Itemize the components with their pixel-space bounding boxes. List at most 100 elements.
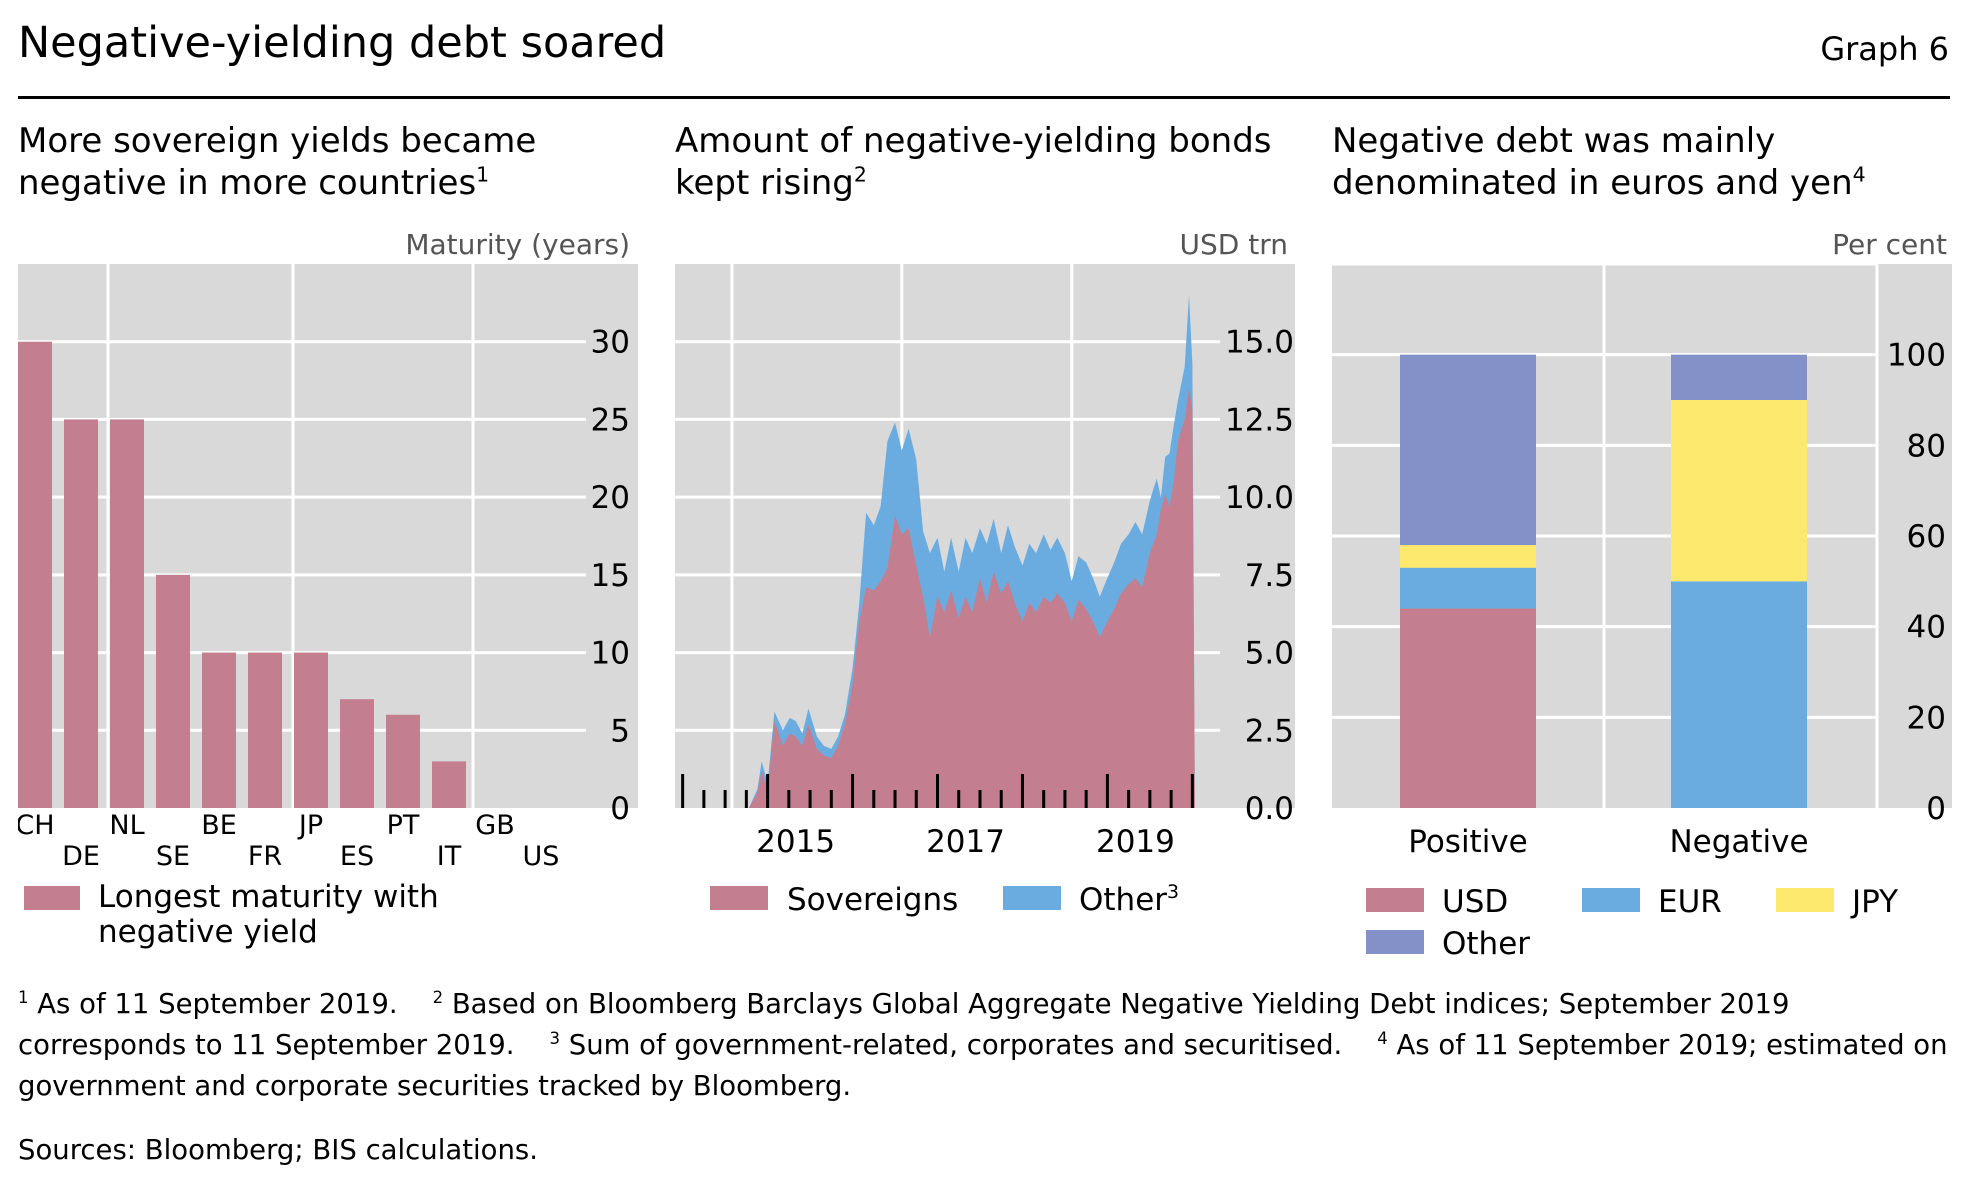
currency-xtick-label: Negative: [1669, 824, 1808, 860]
currency-bar-positive-jpy: [1400, 545, 1536, 568]
bonds-xtick-label: 2019: [1096, 824, 1175, 860]
currency-bar-negative-eur: [1671, 581, 1807, 808]
currency-xtick-label: Positive: [1408, 824, 1528, 860]
panel3-title-sup: 4: [1852, 162, 1866, 187]
legend-jpy-swatch: [1776, 888, 1834, 912]
chart-currency: 0 20 40 60 80 100 Positive Negative USD EUR JP…: [1332, 264, 1952, 962]
maturity-xtick-label: US: [523, 841, 560, 872]
legend-usd-swatch: [1366, 888, 1424, 912]
panel2-title-line2: kept rising2: [675, 162, 1272, 204]
maturity-bar-nl: [110, 419, 144, 808]
footnote-1-text: As of 11 September 2019.: [37, 988, 398, 1020]
maturity-bar-be: [202, 652, 236, 808]
legend-other-ccy-label: Other: [1442, 926, 1530, 962]
maturity-bar-se: [156, 574, 190, 808]
panel1-title-line2: negative in more countries1: [18, 162, 536, 204]
chart-currency-yticks: 0 20 40 60 80 100: [1887, 338, 1946, 827]
maturity-xtick-label: PT: [387, 810, 420, 841]
legend-sovereigns-label: Sovereigns: [787, 882, 958, 918]
maturity-xtick-label: DE: [62, 841, 100, 872]
bonds-ytick-label: 12.5: [1225, 402, 1294, 438]
bonds-xtick-label: 2017: [926, 824, 1005, 860]
currency-ytick-label: 100: [1887, 338, 1946, 374]
legend-maturity-label-2: negative yield: [98, 914, 318, 950]
panel1-title: More sovereign yields became negative in…: [18, 120, 536, 204]
currency-bar-negative-jpy: [1671, 400, 1807, 582]
panel3-unit: Per cent: [1832, 228, 1947, 261]
chart-maturity-yticks: 0 5 10 15 20 25 30: [591, 325, 630, 827]
currency-bar-positive-usd: [1400, 608, 1536, 808]
maturity-ytick-label: 15: [591, 558, 630, 594]
bonds-ytick-label: 0.0: [1245, 791, 1294, 827]
legend-other-swatch: [1003, 886, 1061, 910]
maturity-bar-pt: [386, 714, 420, 808]
page-title: Negative-yielding debt soared: [18, 18, 667, 68]
maturity-xtick-label: IT: [437, 841, 462, 872]
maturity-ytick-label: 10: [591, 636, 630, 672]
panel2-title-text2: kept rising: [675, 163, 854, 203]
bonds-ytick-label: 2.5: [1245, 713, 1294, 749]
currency-bar-positive-other: [1400, 354, 1536, 546]
footnote-3-mark: 3: [549, 1028, 560, 1048]
legend-jpy-label: JPY: [1850, 884, 1898, 920]
maturity-bar-fr: [248, 652, 282, 808]
maturity-xtick-label: FR: [248, 841, 282, 872]
currency-ytick-label: 20: [1907, 700, 1946, 736]
panel1-title-line1: More sovereign yields became: [18, 121, 537, 161]
maturity-bar-jp: [294, 652, 328, 808]
area-sovereigns: [710, 388, 1195, 808]
chart-currency-bars: [1400, 354, 1807, 808]
panel2-title-sup: 2: [853, 162, 867, 187]
maturity-ytick-label: 5: [610, 713, 630, 749]
maturity-bar-de: [64, 419, 98, 808]
bonds-ytick-label: 7.5: [1245, 558, 1294, 594]
sources-note: Sources: Bloomberg; BIS calculations.: [18, 1134, 538, 1166]
panel3-title: Negative debt was mainly denominated in …: [1332, 120, 1866, 204]
legend-other-sup: 3: [1167, 881, 1179, 903]
panel2-title: Amount of negative-yielding bonds kept r…: [675, 120, 1272, 204]
currency-bar-negative-other: [1671, 354, 1807, 400]
maturity-bar-it: [432, 761, 466, 808]
bonds-ytick-label: 10.0: [1225, 480, 1294, 516]
maturity-ytick-label: 25: [591, 402, 630, 438]
bonds-xtick-label: 2015: [756, 824, 835, 860]
legend-sovereigns-swatch: [710, 886, 768, 910]
bonds-ytick-label: 15.0: [1225, 325, 1294, 361]
legend-eur-label: EUR: [1658, 884, 1722, 920]
footnote-2-text: Based on Bloomberg Barclays Global Aggre…: [18, 988, 1790, 1061]
maturity-xtick-label: NL: [109, 810, 144, 841]
currency-ytick-label: 60: [1907, 519, 1946, 555]
chart-negative-bonds-xaxis: 2015 2017 2019: [681, 774, 1194, 860]
chart-negative-bonds: 2015 2017 2019 0.0 2.5 5.0 7.5 10.0 12.5 15.0 So…: [675, 264, 1295, 918]
legend-usd-label: USD: [1442, 884, 1508, 920]
maturity-bar-es: [340, 699, 374, 808]
legend-maturity-swatch: [24, 886, 80, 910]
panel2-title-line1: Amount of negative-yielding bonds: [675, 121, 1272, 161]
panel3-title-text2: denominated in euros and yen: [1332, 163, 1853, 203]
maturity-xtick-label: BE: [201, 810, 237, 841]
graph-number: Graph 6: [1820, 30, 1949, 68]
panel3-title-line1: Negative debt was mainly: [1332, 121, 1776, 161]
panel3-title-line2: denominated in euros and yen4: [1332, 162, 1866, 204]
legend-eur-swatch: [1582, 888, 1640, 912]
footnote-2-mark: 2: [432, 987, 444, 1007]
panel2-unit: USD trn: [1179, 228, 1288, 261]
header-rule: [18, 96, 1950, 99]
panel1-unit: Maturity (years): [405, 228, 630, 261]
currency-ytick-label: 0: [1926, 791, 1946, 827]
maturity-xtick-label: ES: [340, 841, 374, 872]
legend-other-ccy-swatch: [1366, 930, 1424, 954]
legend-other-label: Other3: [1079, 881, 1179, 918]
maturity-ytick-label: 20: [591, 480, 630, 516]
maturity-xtick-label: GB: [475, 810, 514, 841]
legend-maturity-label-1: Longest maturity with: [98, 879, 439, 915]
footnote-4-text: As of 11 September 2019; estimated on go…: [18, 1029, 1948, 1102]
panel1-title-sup: 1: [476, 162, 490, 187]
footnote-3-text: Sum of government-related, corporates an…: [568, 1029, 1343, 1061]
panel1-title-text2: negative in more countries: [18, 163, 477, 203]
chart-negative-bonds-yticks: 0.0 2.5 5.0 7.5 10.0 12.5 15.0: [1225, 325, 1294, 827]
bonds-ytick-label: 5.0: [1245, 636, 1294, 672]
chart-maturity-bars: [18, 341, 466, 808]
